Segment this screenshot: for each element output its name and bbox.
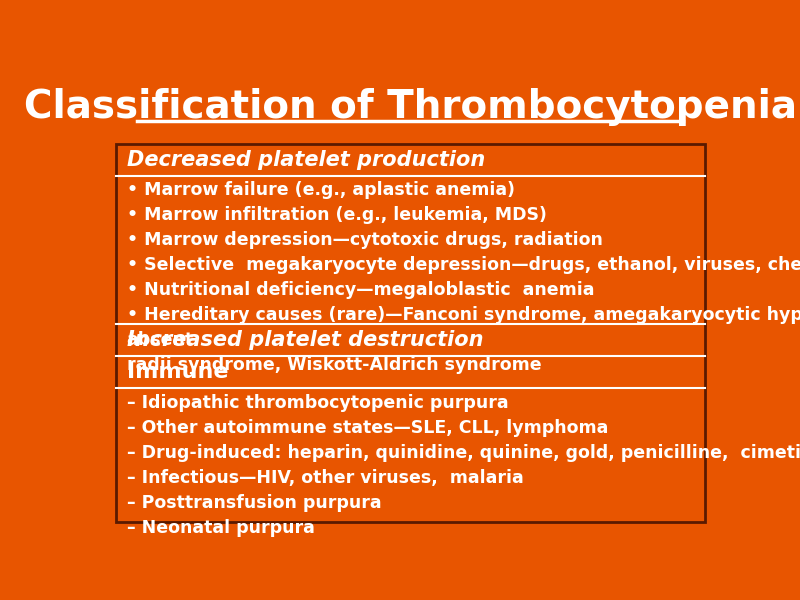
- Text: • Marrow failure (e.g., aplastic anemia)
• Marrow infiltration (e.g., leukemia, : • Marrow failure (e.g., aplastic anemia)…: [126, 181, 800, 374]
- Text: Immune: Immune: [126, 362, 228, 382]
- Text: Increased platelet destruction: Increased platelet destruction: [126, 330, 483, 350]
- Text: – Idiopathic thrombocytopenic purpura
– Other autoimmune states—SLE, CLL, lympho: – Idiopathic thrombocytopenic purpura – …: [126, 394, 800, 537]
- Bar: [115, 143, 705, 523]
- Text: Decreased platelet production: Decreased platelet production: [126, 150, 485, 170]
- Text: Classification of Thrombocytopenia: Classification of Thrombocytopenia: [23, 88, 797, 125]
